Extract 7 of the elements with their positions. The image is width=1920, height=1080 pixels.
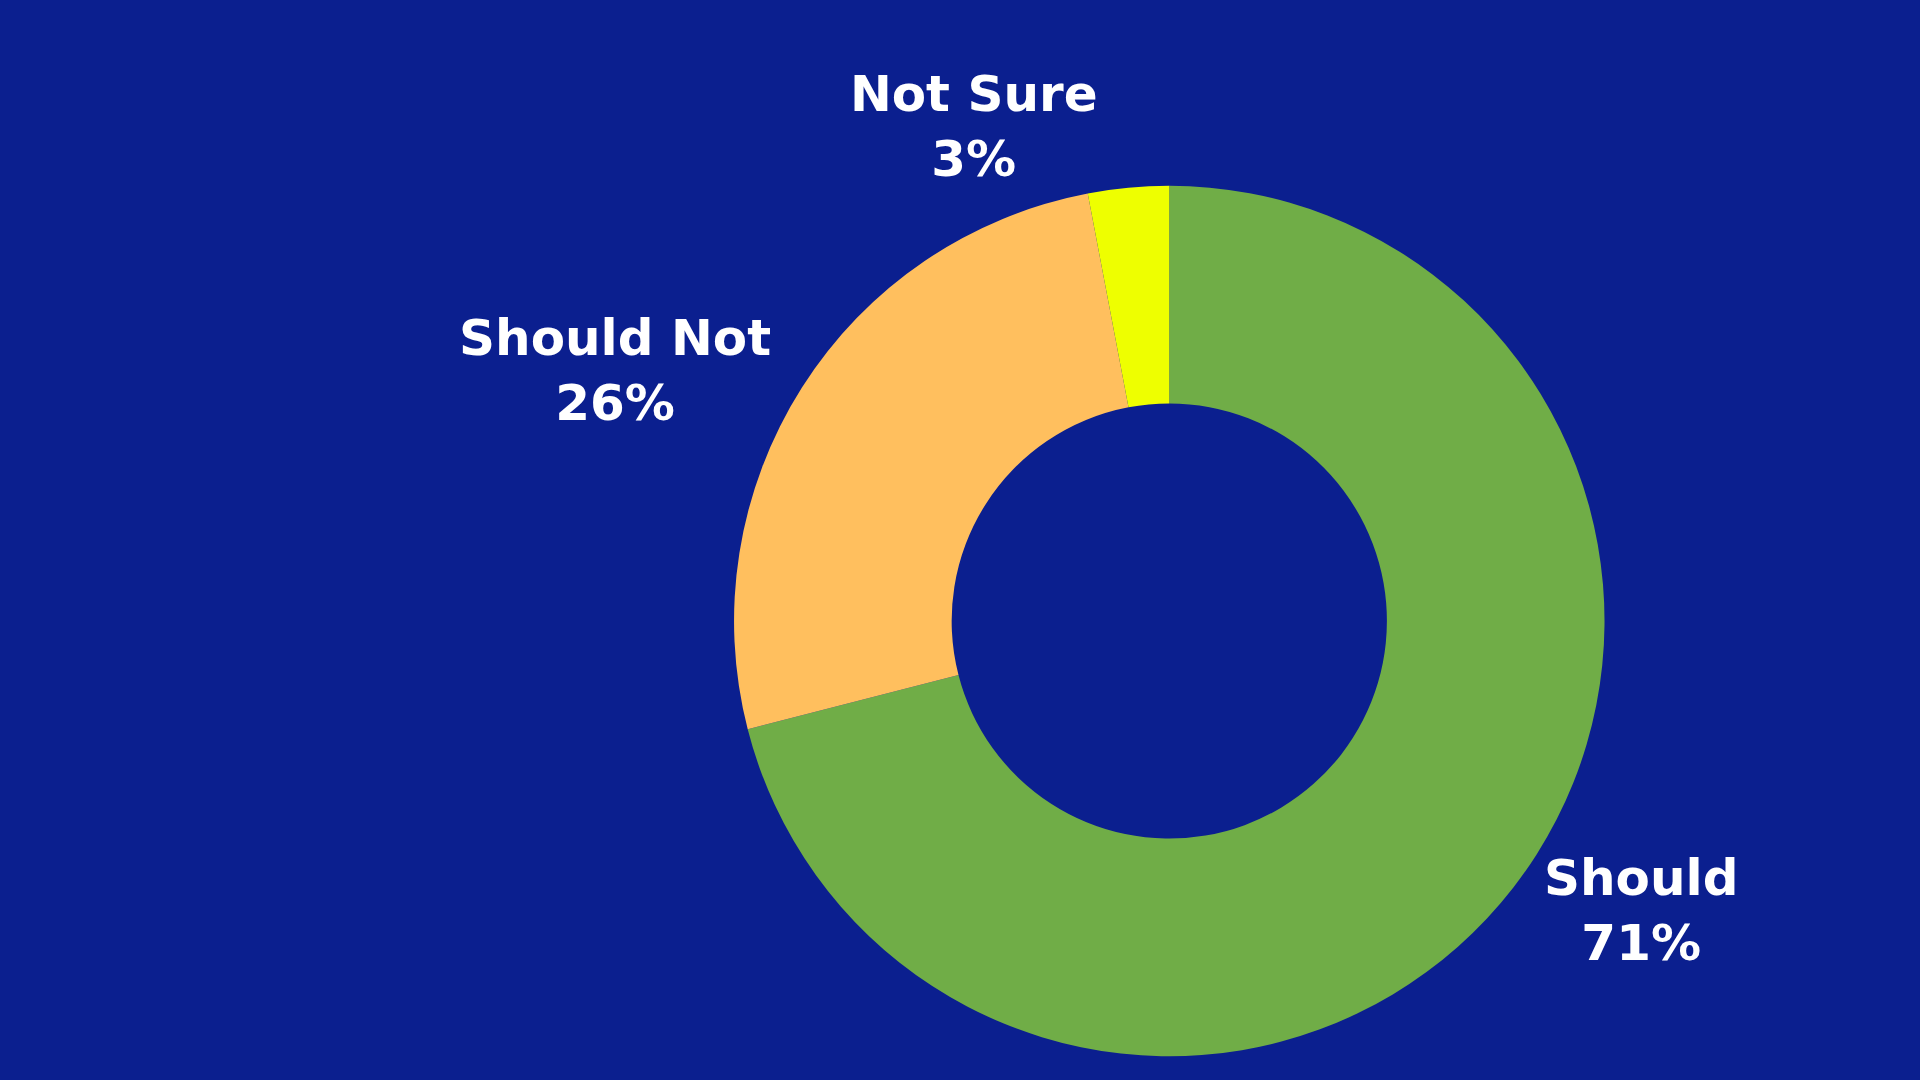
slice-label: Not Sure — [849, 65, 1098, 124]
data-label: 71% — [1581, 914, 1702, 973]
slice-label: Should — [1543, 849, 1739, 908]
donut-slice — [1087, 185, 1170, 408]
slice-label: Should Not — [459, 308, 772, 367]
data-label: 3% — [931, 130, 1017, 189]
data-label: 26% — [555, 373, 675, 432]
